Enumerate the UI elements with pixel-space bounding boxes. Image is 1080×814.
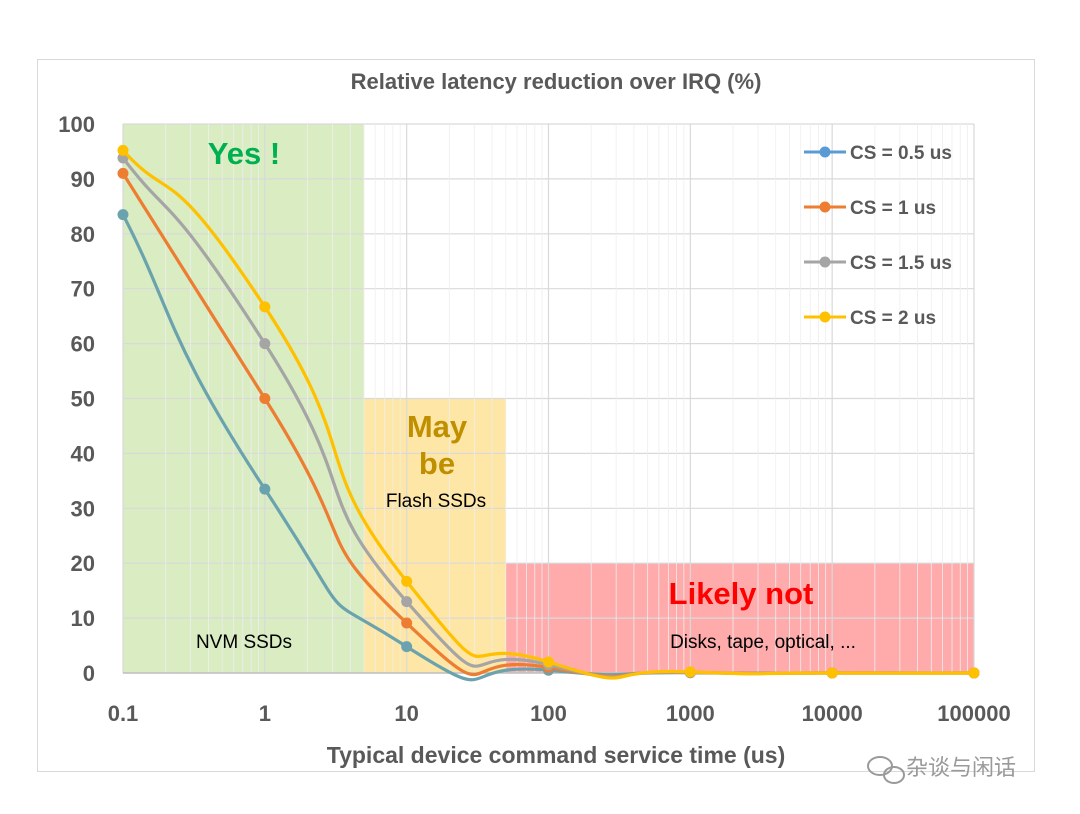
series-3-point [684, 666, 696, 678]
series-lines [117, 144, 980, 682]
region-1 [363, 398, 506, 673]
series-3-point [543, 656, 554, 668]
legend-label: CS = 1 us [850, 198, 936, 219]
series-2-point [259, 338, 271, 350]
y-tick-label: 100 [58, 112, 95, 137]
region-heading-maybe-1: May [407, 409, 468, 444]
y-tick-label: 10 [71, 606, 95, 631]
region-heading-yes: Yes ! [208, 136, 280, 171]
x-tick-label: 0.1 [108, 701, 139, 726]
x-tick-label: 1000 [666, 701, 715, 726]
tick-labels: 0 10 20 30 40 50 60 70 80 90 100 0.1 1 10 100 1000 10000… [58, 112, 1010, 726]
region-heading-likely-not: Likely not [669, 576, 814, 611]
series-0-point [117, 209, 129, 221]
series-1-point [117, 167, 129, 179]
series-3-point [826, 667, 838, 679]
chart-title: Relative latency reduction over IRQ (%) [351, 69, 762, 94]
y-tick-label: 80 [71, 222, 95, 247]
legend-label: CS = 2 us [850, 308, 936, 329]
legend-swatch-marker [819, 311, 831, 323]
y-tick-label: 20 [71, 551, 95, 576]
x-axis-label: Typical device command service time (us) [327, 742, 785, 768]
legend-swatch-marker [819, 256, 831, 268]
series-0-point [401, 641, 413, 653]
series-2-point [401, 596, 413, 608]
legend-swatch-marker [819, 201, 831, 213]
x-tick-label: 1 [259, 701, 271, 726]
series-0-point [259, 483, 271, 495]
series-3-point [968, 667, 980, 679]
y-tick-label: 60 [71, 332, 95, 357]
series-1-point [401, 617, 413, 629]
y-tick-label: 90 [71, 167, 95, 192]
watermark-text: 杂谈与闲话 [906, 756, 1016, 781]
series-1-point [259, 393, 271, 404]
x-tick-label: 100 [530, 701, 567, 726]
x-tick-label: 10 [394, 701, 418, 726]
legend: CS = 0.5 us CS = 1 us CS = 1.5 us CS = 2 us [804, 143, 952, 329]
series-3-point [401, 575, 413, 587]
region-note-disks: Disks, tape, optical, ... [670, 632, 856, 653]
wechat-icon [867, 756, 905, 784]
y-tick-label: 0 [83, 661, 95, 686]
watermark: 杂谈与闲话 [867, 756, 1016, 784]
y-tick-label: 50 [71, 387, 95, 412]
region-heading-maybe-2: be [419, 446, 455, 481]
region-note-nvm: NVM SSDs [196, 632, 292, 653]
legend-label: CS = 1.5 us [850, 253, 952, 274]
x-tick-label: 100000 [937, 701, 1010, 726]
legend-swatch-marker [819, 146, 831, 158]
x-tick-label: 10000 [802, 701, 863, 726]
y-tick-label: 30 [71, 496, 95, 521]
region-note-flash: Flash SSDs [386, 491, 486, 512]
series-3-point [117, 144, 129, 156]
legend-label: CS = 0.5 us [850, 143, 952, 164]
y-tick-label: 70 [71, 277, 95, 302]
y-tick-label: 40 [71, 441, 95, 466]
series-3-point [259, 301, 271, 313]
